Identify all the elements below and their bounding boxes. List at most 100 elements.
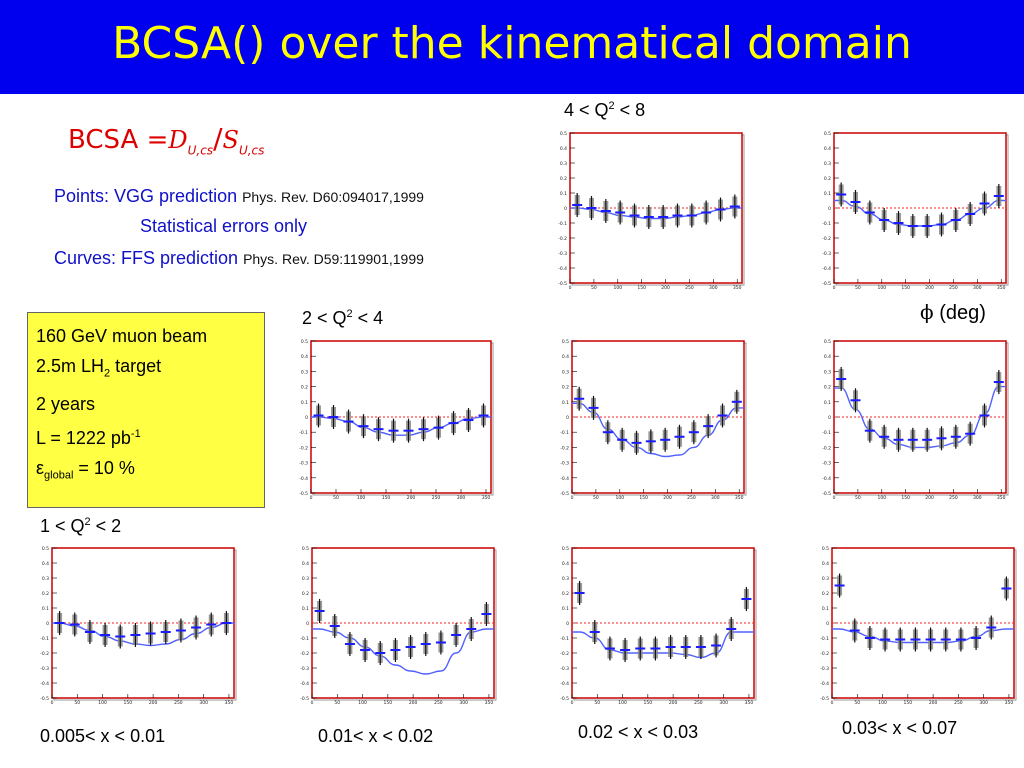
y-tick-label: -0.2 <box>560 445 569 451</box>
x-tick-label: 350 <box>997 495 1006 501</box>
y-tick-label: -0.1 <box>40 636 49 642</box>
x-tick-label: 200 <box>929 700 938 706</box>
x-tick-label: 0 <box>831 700 834 706</box>
x-tick-label: 0 <box>569 285 572 291</box>
y-tick-label: -0.4 <box>40 681 49 687</box>
y-tick-label: 0.1 <box>42 606 49 612</box>
y-tick-label: 0.1 <box>302 606 309 612</box>
y-tick-label: -0.4 <box>560 681 569 687</box>
y-tick-label: 0.2 <box>824 176 831 182</box>
y-tick-label: 0.3 <box>562 369 569 375</box>
y-tick-label: 0.5 <box>824 339 831 345</box>
y-tick-label: 0.3 <box>42 576 49 582</box>
y-tick-label: 0.5 <box>301 339 308 345</box>
x-tick-label: 0 <box>833 285 836 291</box>
y-tick-label: 0.2 <box>560 176 567 182</box>
x-tick-label: 300 <box>457 495 466 501</box>
y-tick-label: -0.1 <box>300 636 309 642</box>
y-tick-label: 0 <box>46 621 49 627</box>
y-tick-label: -0.3 <box>40 666 49 672</box>
x-tick-label: 100 <box>878 700 887 706</box>
x-tick-label: 300 <box>973 285 982 291</box>
panel-frame <box>572 548 754 698</box>
x-tick-label: 300 <box>459 700 468 706</box>
x-tick-label: 250 <box>949 285 958 291</box>
y-tick-label: 0.1 <box>822 606 829 612</box>
y-tick-label: -0.5 <box>558 281 567 287</box>
y-tick-label: 0.1 <box>560 191 567 197</box>
x-tick-label: 100 <box>358 700 367 706</box>
y-tick-label: 0 <box>826 621 829 627</box>
x-tick-label: 0 <box>310 495 313 501</box>
x-tick-label: 150 <box>382 495 391 501</box>
y-tick-label: 0.1 <box>824 191 831 197</box>
y-tick-label: -0.1 <box>299 430 308 436</box>
x-tick-label: 100 <box>877 495 886 501</box>
y-tick-label: 0.3 <box>824 161 831 167</box>
x-tick-label: 350 <box>482 495 491 501</box>
y-tick-label: -0.4 <box>822 476 831 482</box>
y-tick-label: -0.4 <box>820 681 829 687</box>
y-tick-label: -0.4 <box>300 681 309 687</box>
y-tick-label: -0.2 <box>822 236 831 242</box>
y-tick-label: 0.1 <box>562 400 569 406</box>
y-tick-label: -0.1 <box>560 636 569 642</box>
y-tick-label: -0.5 <box>822 281 831 287</box>
y-tick-label: -0.1 <box>558 221 567 227</box>
x-tick-label: 350 <box>1005 700 1014 706</box>
y-tick-label: -0.2 <box>820 651 829 657</box>
y-tick-label: 0.1 <box>562 606 569 612</box>
y-tick-label: 0.3 <box>822 576 829 582</box>
x-tick-label: 50 <box>594 700 600 706</box>
y-tick-label: 0.4 <box>560 146 567 152</box>
panel-8: 0.50.40.30.20.10-0.1-0.2-0.3-0.4-0.50 50 1… <box>560 546 756 706</box>
x-tick-label: 200 <box>407 495 416 501</box>
panel-6: 0.50.40.30.20.10-0.1-0.2-0.3-0.4-0.50 50 1… <box>40 546 236 706</box>
y-tick-label: 0.2 <box>822 591 829 597</box>
x-tick-label: 150 <box>901 495 910 501</box>
y-tick-label: 0.4 <box>562 354 569 360</box>
x-tick-label: 100 <box>618 700 627 706</box>
y-tick-label: 0.4 <box>822 561 829 567</box>
x-tick-label: 50 <box>334 700 340 706</box>
x-tick-label: 250 <box>174 700 183 706</box>
y-tick-label: -0.5 <box>560 491 569 497</box>
y-tick-label: -0.1 <box>822 430 831 436</box>
y-tick-label: 0.2 <box>562 385 569 391</box>
x-tick-label: 0 <box>571 700 574 706</box>
x-tick-label: 300 <box>709 285 718 291</box>
y-tick-label: -0.4 <box>558 266 567 272</box>
y-tick-label: -0.5 <box>820 696 829 702</box>
x-tick-label: 200 <box>661 285 670 291</box>
x-tick-label: 250 <box>434 700 443 706</box>
x-tick-label: 300 <box>199 700 208 706</box>
panel-4: 0.50.40.30.20.10-0.1-0.2-0.3-0.4-0.50 50 1… <box>560 339 746 501</box>
x-tick-label: 350 <box>997 285 1006 291</box>
y-tick-label: -0.4 <box>299 476 308 482</box>
x-tick-label: 250 <box>949 495 958 501</box>
y-tick-label: -0.5 <box>40 696 49 702</box>
x-tick-label: 300 <box>719 700 728 706</box>
x-tick-label: 50 <box>593 495 599 501</box>
y-tick-label: -0.5 <box>300 696 309 702</box>
x-tick-label: 250 <box>685 285 694 291</box>
y-tick-label: 0 <box>305 415 308 421</box>
y-tick-label: 0.4 <box>824 354 831 360</box>
x-tick-label: 150 <box>639 495 648 501</box>
y-tick-label: -0.5 <box>299 491 308 497</box>
y-tick-label: -0.3 <box>299 461 308 467</box>
panel-3: 0.50.40.30.20.10-0.1-0.2-0.3-0.4-0.50 50 1… <box>299 339 493 501</box>
panel-5: 0.50.40.30.20.10-0.1-0.2-0.3-0.4-0.50 50 1… <box>822 339 1008 501</box>
x-tick-label: 200 <box>663 495 672 501</box>
panel-2: 0.50.40.30.20.10-0.1-0.2-0.3-0.4-0.50 50 1… <box>822 131 1008 291</box>
x-tick-label: 350 <box>735 495 744 501</box>
x-tick-label: 0 <box>571 495 574 501</box>
y-tick-label: -0.3 <box>560 461 569 467</box>
y-tick-label: 0.5 <box>42 546 49 552</box>
y-tick-label: 0.2 <box>824 385 831 391</box>
y-tick-label: 0.5 <box>562 339 569 345</box>
x-tick-label: 150 <box>904 700 913 706</box>
x-tick-label: 250 <box>687 495 696 501</box>
y-tick-label: 0.5 <box>302 546 309 552</box>
x-tick-label: 250 <box>432 495 441 501</box>
